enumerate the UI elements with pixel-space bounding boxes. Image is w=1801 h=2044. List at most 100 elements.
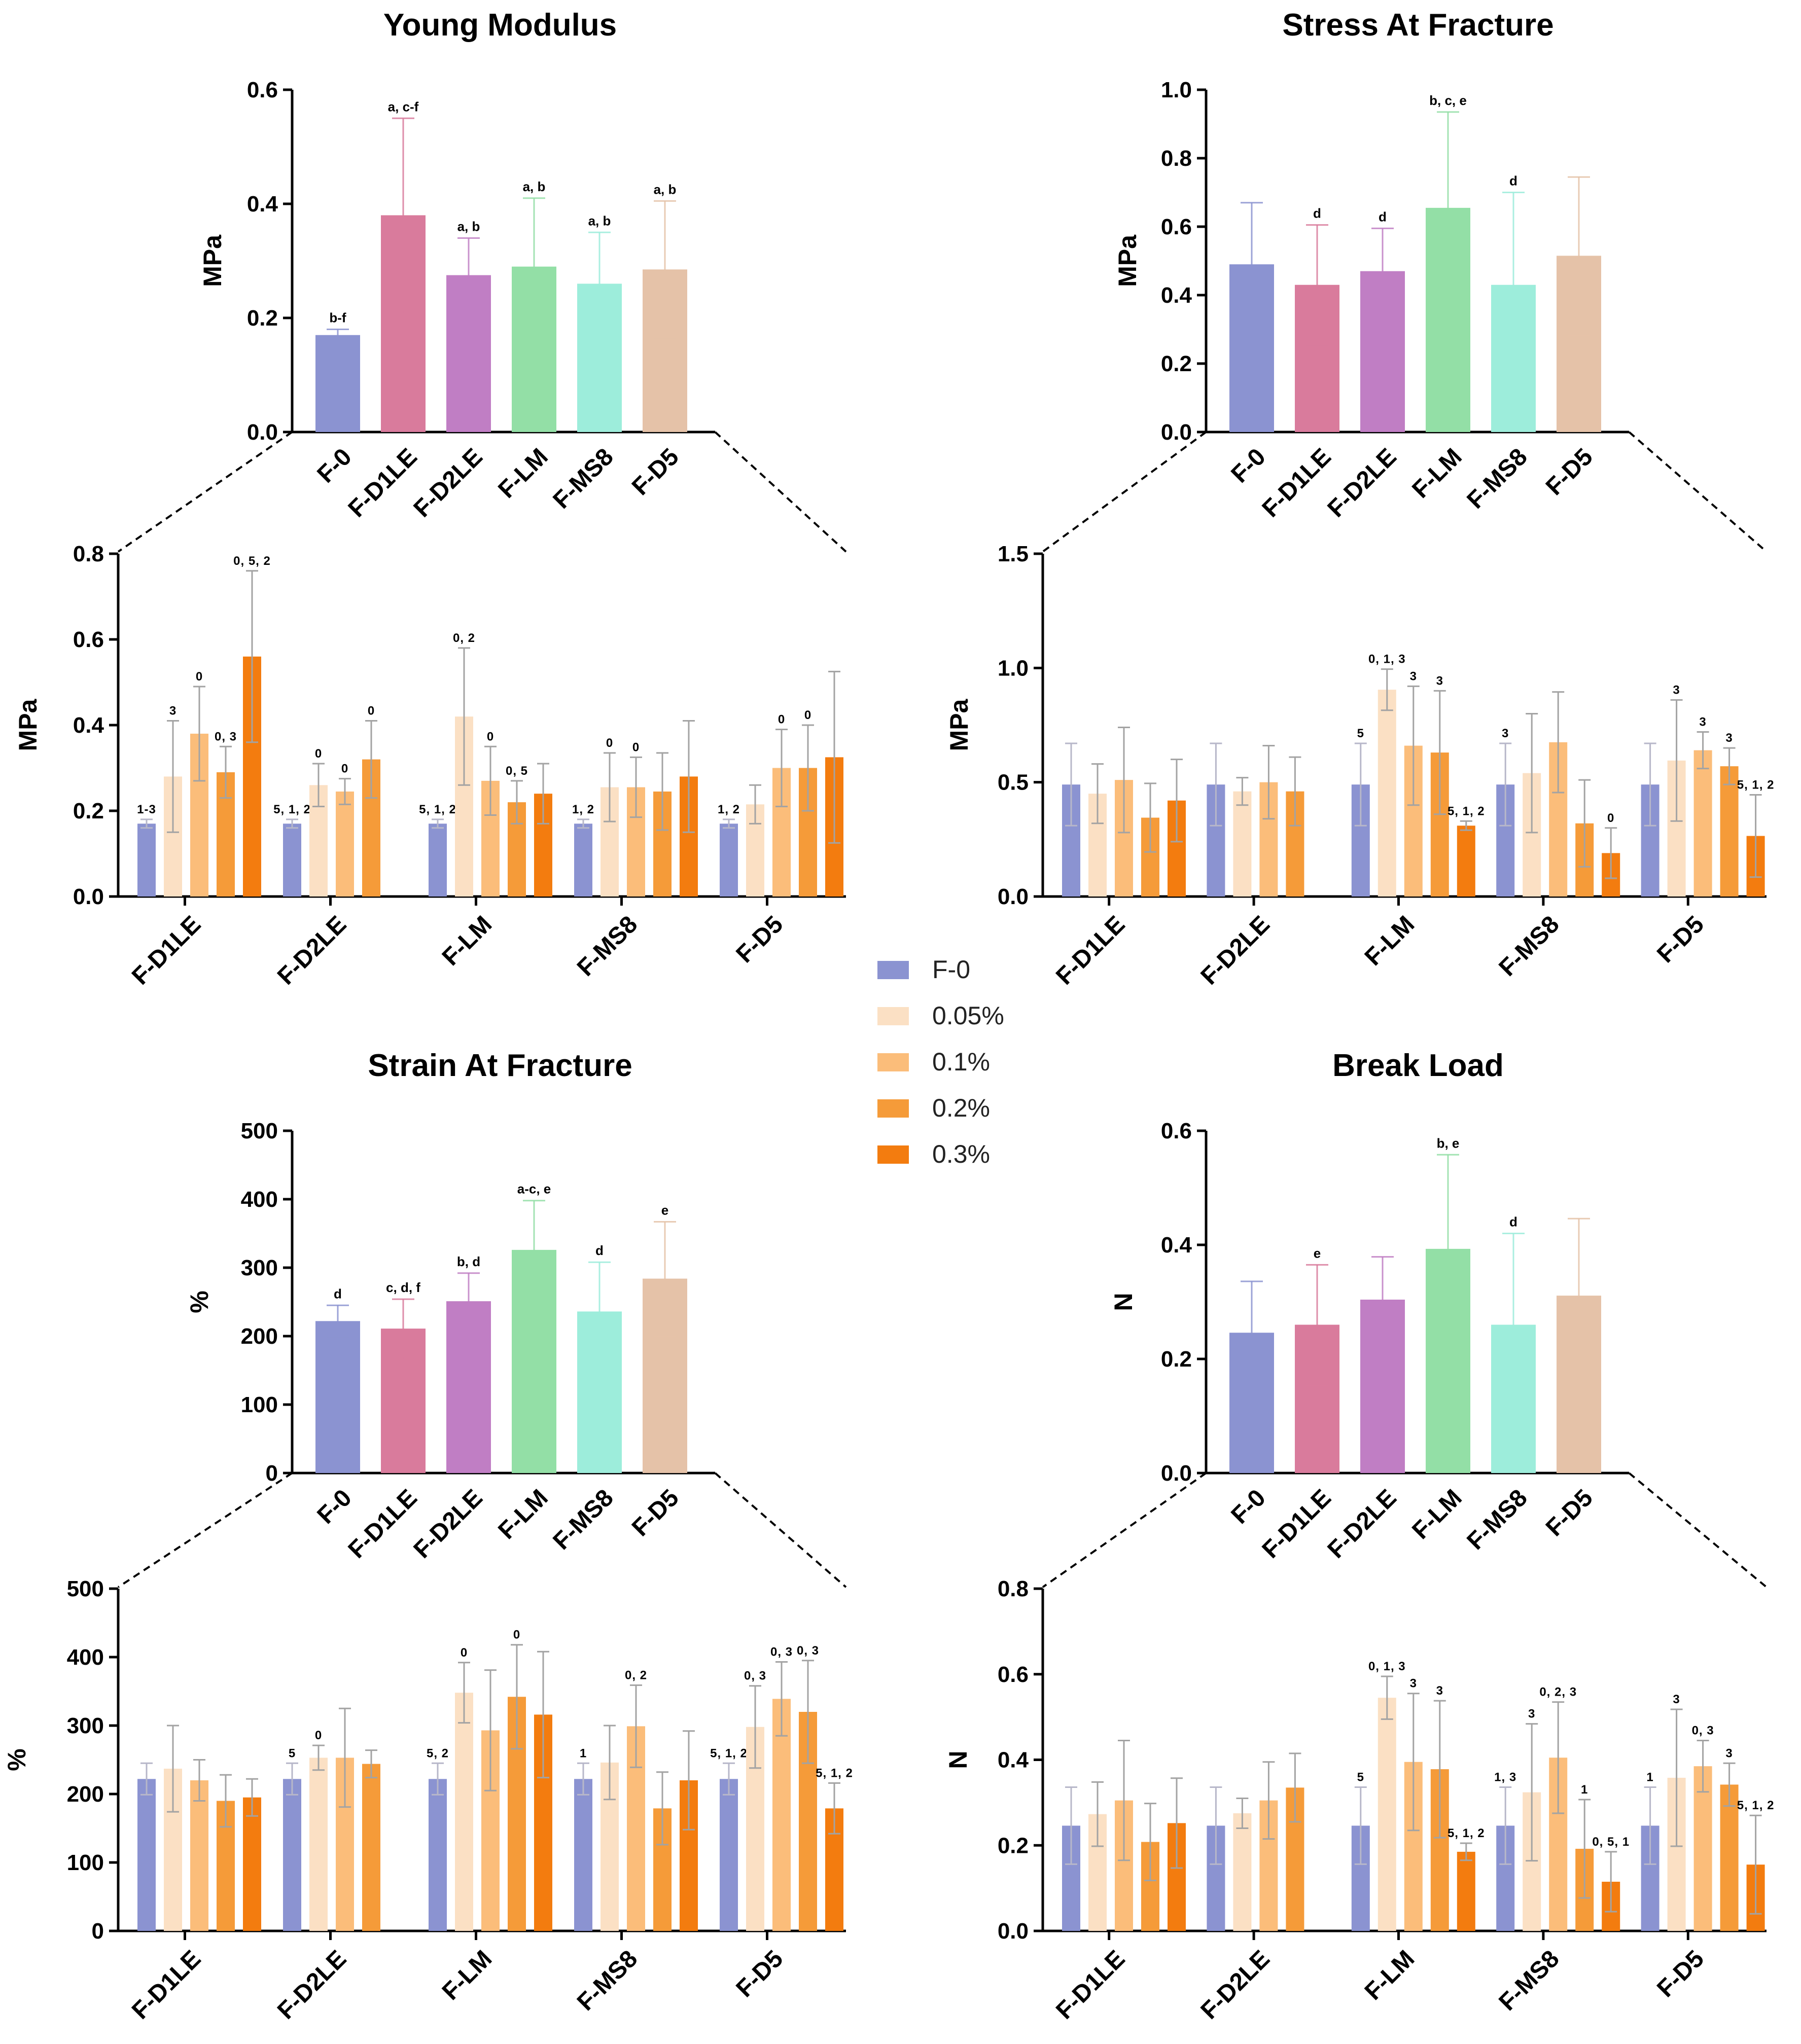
x-tick-label: F-D2LE [272, 1945, 351, 2024]
y-tick-label: 0.2 [1161, 1347, 1192, 1372]
significance-label: 3 [1673, 1693, 1680, 1706]
significance-label: 0, 3 [215, 730, 237, 743]
x-tick-label: F-0 [312, 1484, 357, 1529]
y-tick-label: 0.4 [1161, 283, 1192, 308]
significance-label: 5, 1, 2 [816, 1766, 853, 1780]
significance-label: d [1509, 173, 1517, 189]
chart-ym_bottom: 0.0 0.2 0.4 0.6 0.8 MPa 1-3 3 0 0, 3 0, 5, 2 F-D1LE… [14, 542, 846, 990]
zoom-connector-line [117, 1472, 293, 1588]
x-tick-label: F-LM [1360, 1945, 1420, 2005]
bar [1378, 690, 1396, 897]
chart-ym_top: Young Modulus 0.0 0.2 0.4 0.6 MPa b-f F-0 a, c-f… [198, 8, 715, 523]
chart-bl_bottom: 0.0 0.2 0.4 0.6 0.8 N F-D1LE F-D2LE 5 0, 1, 3 3 3 5,… [944, 1576, 1774, 2025]
x-tick-label: F-D2LE [1323, 443, 1402, 522]
significance-label: 1-3 [137, 803, 156, 816]
chart-title: Young Modulus [383, 8, 617, 43]
significance-label: 0 [513, 1628, 520, 1642]
significance-label: 3 [1725, 731, 1733, 745]
y-tick-label: 0.5 [998, 770, 1029, 795]
bar [315, 335, 360, 432]
bar [243, 1797, 261, 1931]
significance-label: a, c-f [388, 99, 419, 114]
legend-swatch [877, 1099, 909, 1118]
y-tick-label: 0.0 [1161, 1461, 1192, 1486]
significance-label: d [1509, 1214, 1517, 1230]
x-tick-label: F-D2LE [1323, 1484, 1402, 1563]
significance-label: 0, 5, 1 [1592, 1835, 1630, 1849]
significance-label: 5, 1, 2 [1447, 804, 1485, 818]
significance-label: 0 [632, 740, 640, 754]
y-tick-label: 0.6 [247, 78, 278, 102]
bar [1457, 826, 1475, 897]
y-tick-label: 400 [241, 1187, 278, 1212]
bar [283, 1779, 301, 1931]
significance-label: 1, 3 [1494, 1771, 1516, 1784]
bar [720, 823, 738, 897]
significance-label: e [1314, 1245, 1321, 1261]
bar [1378, 1698, 1396, 1931]
x-tick-label: F-LM [1407, 443, 1467, 504]
legend-label: 0.1% [932, 1048, 990, 1076]
y-tick-label: 200 [241, 1324, 278, 1349]
significance-label: 3 [1673, 683, 1680, 697]
zoom-connector-line [714, 431, 847, 553]
bar [362, 1764, 380, 1931]
x-tick-label: F-MS8 [1462, 1484, 1532, 1555]
significance-label: 5 [289, 1746, 296, 1760]
significance-label: 0, 3 [770, 1645, 793, 1659]
chart-sf_bottom: 0.0 0.5 1.0 1.5 MPa F-D1LE F-D2LE 5 0, 1, 3 3 3 5, … [945, 542, 1774, 990]
bar [1693, 1766, 1712, 1931]
x-tick-label: F-LM [493, 1484, 553, 1545]
significance-label: 3 [1410, 1677, 1417, 1691]
y-tick-label: 0.6 [1161, 1119, 1192, 1143]
significance-label: a, b [457, 219, 480, 234]
significance-label: 0 [196, 670, 203, 684]
significance-label: b, e [1437, 1135, 1460, 1151]
significance-label: c, d, f [386, 1280, 420, 1295]
bar [309, 1758, 328, 1931]
significance-label: 3 [1436, 674, 1443, 688]
significance-label: 3 [1410, 669, 1417, 683]
significance-label: 5, 1, 2 [1737, 778, 1775, 792]
bar [455, 1693, 473, 1931]
y-tick-label: 0.0 [1161, 420, 1192, 445]
x-tick-label: F-D1LE [1051, 911, 1130, 990]
y-tick-label: 0 [266, 1461, 278, 1486]
significance-label: b, d [457, 1254, 480, 1269]
x-tick-label: F-LM [437, 911, 498, 971]
significance-label: 0 [606, 736, 613, 750]
legend-swatch [877, 1007, 909, 1025]
y-tick-label: 0.0 [998, 884, 1029, 909]
significance-label: d [1379, 209, 1387, 224]
x-tick-label: F-D2LE [1196, 911, 1275, 990]
significance-label: 3 [1528, 1707, 1535, 1721]
x-tick-label: F-D1LE [1257, 1484, 1336, 1563]
chart-st_bottom: 0 100 200 300 400 500% F-D1LE 5 0 F-D2LE 5, 2 0 0 F-L… [3, 1576, 853, 2025]
significance-label: 0, 2 [453, 631, 475, 645]
legend-swatch [877, 1053, 909, 1071]
y-axis-label: N [1109, 1293, 1138, 1311]
significance-label: 0 [804, 708, 811, 722]
bar [1693, 750, 1712, 897]
bar [574, 823, 592, 897]
zoom-connector-line [1628, 1472, 1768, 1588]
legend-swatch [877, 1145, 909, 1164]
y-axis-label: % [185, 1290, 214, 1313]
bar [1457, 1851, 1475, 1931]
legend: F-0 0.05% 0.1% 0.2% 0.3% [877, 955, 1004, 1168]
x-tick-label: F-D2LE [1196, 1945, 1275, 2024]
bar [137, 823, 156, 897]
y-tick-label: 0.2 [247, 306, 278, 331]
x-tick-label: F-D1LE [1257, 443, 1336, 522]
significance-label: 0 [315, 1729, 322, 1742]
chart-st_top: Strain At Fracture 0 100 200 300 400 500% d F-0 c… [185, 1048, 715, 1564]
significance-label: 0 [461, 1646, 468, 1660]
significance-label: 1, 2 [572, 803, 594, 816]
y-tick-label: 100 [241, 1392, 278, 1417]
y-tick-label: 0.4 [73, 713, 104, 738]
significance-label: 5, 1, 2 [273, 803, 311, 816]
legend-label: 0.3% [932, 1140, 990, 1168]
y-tick-label: 0.2 [1161, 351, 1192, 376]
